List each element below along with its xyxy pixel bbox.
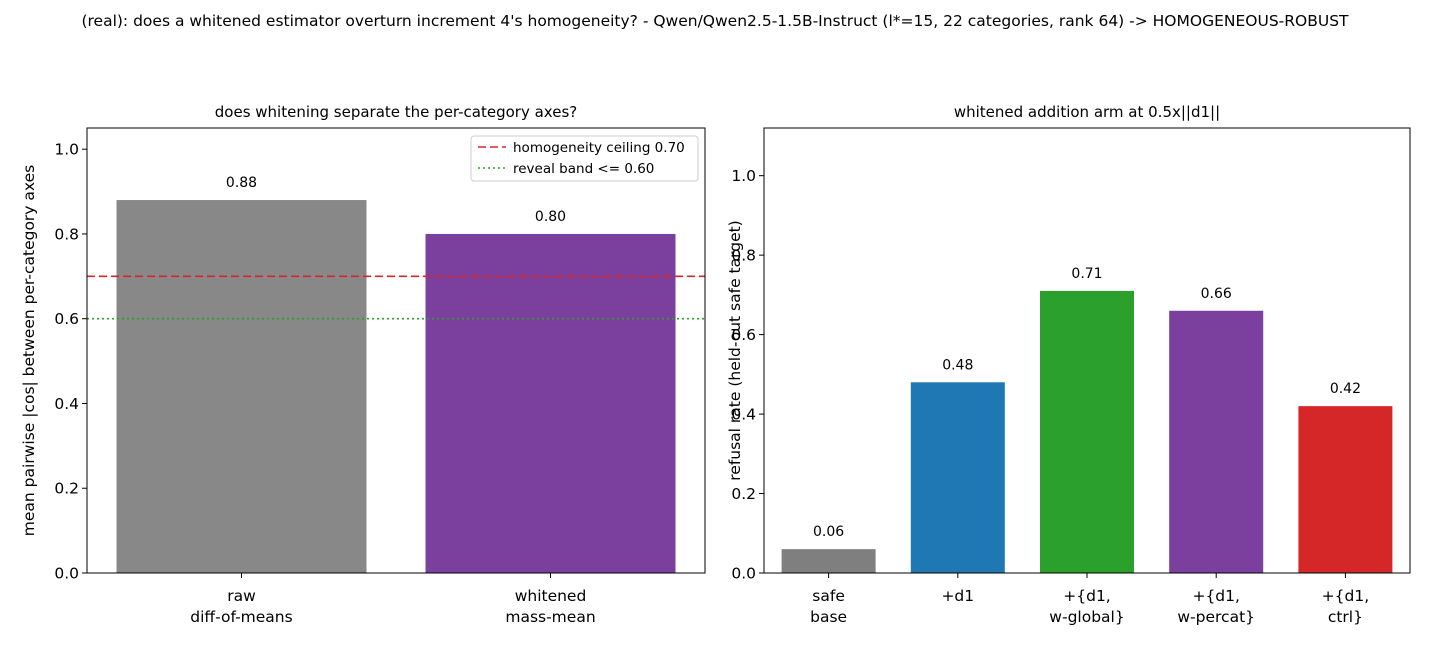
bar (910, 382, 1005, 573)
x-tick-label: +d1 (941, 587, 974, 605)
x-tick-label: +{d1, (1192, 587, 1239, 605)
y-axis-label: refusal rate (held-out safe target) (726, 220, 744, 480)
bar-value-label: 0.80 (535, 209, 566, 225)
y-tick-label: 0.6 (731, 326, 756, 344)
bar (1040, 290, 1134, 573)
chart-title: whitened addition arm at 0.5x||d1|| (954, 103, 1220, 121)
chart-homogeneity: does whitening separate the per-category… (20, 103, 706, 626)
x-tick-label: raw (227, 587, 256, 605)
y-tick-label: 0.4 (54, 395, 79, 413)
bar-value-label: 0.06 (813, 524, 844, 540)
bar (425, 233, 676, 573)
y-tick-label: 0.4 (731, 406, 756, 424)
bar (1298, 406, 1393, 573)
figure-suptitle: (real): does a whitened estimator overtu… (81, 12, 1349, 30)
x-tick-label: whitened (515, 587, 587, 605)
x-tick-label: diff-of-means (190, 608, 292, 626)
x-tick-label: safe (812, 587, 845, 605)
bar-value-label: 0.71 (1071, 266, 1102, 282)
y-tick-label: 0.6 (54, 310, 79, 328)
bar (1169, 310, 1264, 573)
x-tick-label: w-percat} (1177, 608, 1255, 626)
y-tick-label: 0.0 (54, 565, 79, 583)
y-tick-label: 0.8 (731, 247, 756, 265)
y-tick-label: 0.8 (54, 225, 79, 243)
bar-value-label: 0.88 (226, 175, 257, 191)
y-axis-label: mean pairwise |cos| between per-category… (20, 165, 38, 536)
bar (781, 549, 876, 573)
chart-refusal-rate: whitened addition arm at 0.5x||d1|| refus… (726, 103, 1411, 626)
x-tick-label: w-global} (1049, 608, 1124, 626)
y-tick-label: 0.0 (731, 565, 756, 583)
legend-box (470, 135, 699, 182)
legend-entry: homogeneity ceiling 0.70 (513, 140, 685, 156)
y-tick-label: 1.0 (54, 141, 79, 159)
chart-title: does whitening separate the per-category… (215, 103, 577, 121)
legend-entry: reveal band <= 0.60 (513, 161, 654, 177)
x-tick-label: ctrl} (1328, 608, 1363, 626)
bar-value-label: 0.48 (942, 357, 973, 373)
x-tick-label: mass-mean (505, 608, 595, 626)
y-tick-label: 0.2 (54, 480, 79, 498)
bar-value-label: 0.66 (1201, 286, 1232, 302)
y-tick-label: 1.0 (731, 167, 756, 185)
x-tick-label: +{d1, (1322, 587, 1369, 605)
y-tick-label: 0.2 (731, 485, 756, 503)
plot-frame (86, 127, 706, 574)
bar (116, 200, 367, 574)
x-tick-label: +{d1, (1063, 587, 1110, 605)
x-tick-label: base (810, 608, 847, 626)
legend: homogeneity ceiling 0.70 reveal band <= 0… (470, 135, 699, 182)
bar-value-label: 0.42 (1330, 381, 1361, 397)
